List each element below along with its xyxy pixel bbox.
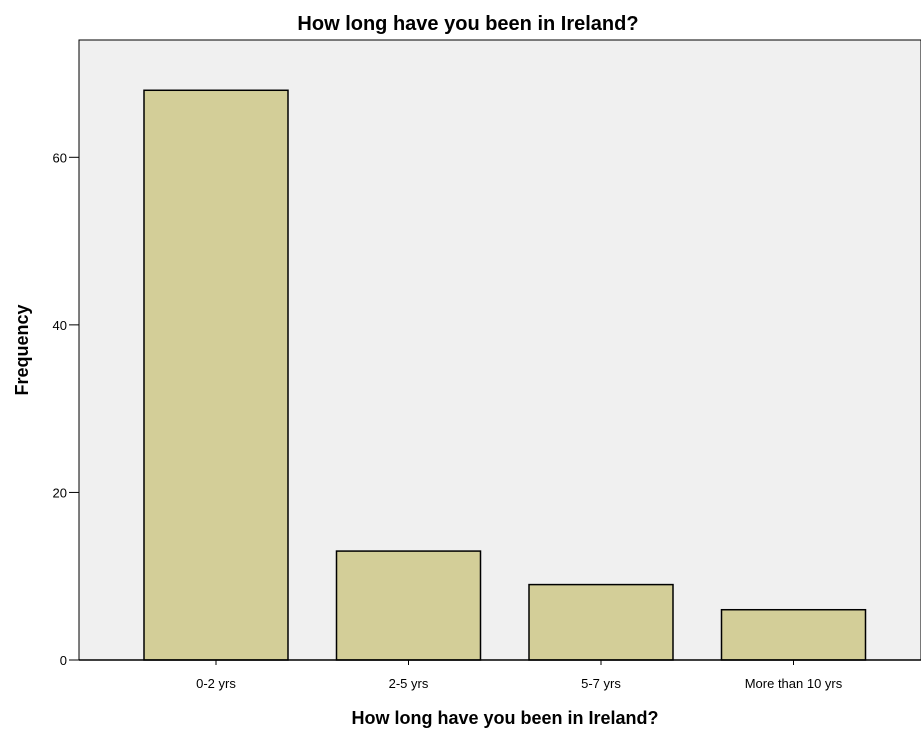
x-tick-label: 0-2 yrs bbox=[196, 676, 236, 691]
x-tick-label: 5-7 yrs bbox=[581, 676, 621, 691]
labels-layer: 0-2 yrs 2-5 yrs 5-7 yrs More than 10 yrs 0 20… bbox=[53, 150, 843, 691]
bar-2 bbox=[335, 550, 482, 661]
axes-layer bbox=[69, 40, 921, 665]
chart-title: How long have you been in Ireland? bbox=[297, 13, 638, 35]
x-axis-title: How long have you been in Ireland? bbox=[351, 708, 658, 728]
x-tick-label: More than 10 yrs bbox=[745, 676, 843, 691]
bar-4 bbox=[720, 608, 867, 661]
y-tick-label: 60 bbox=[53, 150, 67, 165]
bar-1 bbox=[143, 89, 289, 661]
y-tick-label: 0 bbox=[60, 653, 67, 668]
y-tick-label: 40 bbox=[53, 318, 67, 333]
bars-layer bbox=[143, 89, 867, 661]
y-tick-label: 20 bbox=[53, 485, 67, 500]
bar-3 bbox=[528, 583, 674, 661]
x-tick-label: 2-5 yrs bbox=[389, 676, 429, 691]
y-axis-title: Frequency bbox=[12, 304, 32, 395]
